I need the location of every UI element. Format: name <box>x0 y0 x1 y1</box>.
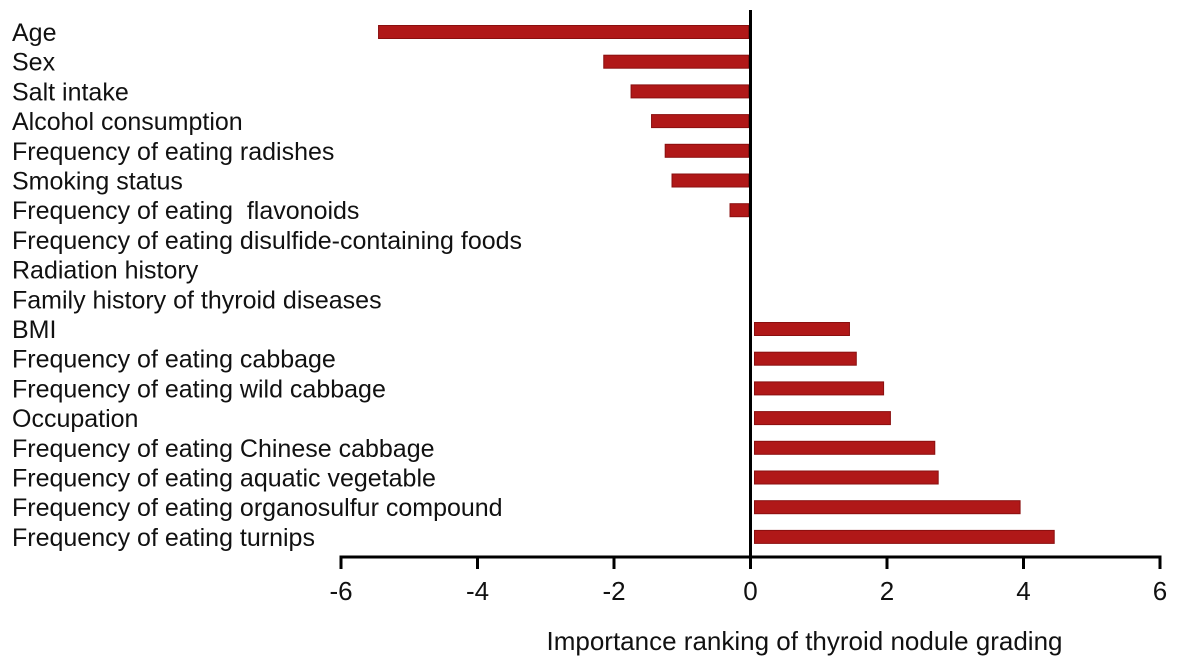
bar <box>754 500 1021 515</box>
category-label: Occupation <box>12 405 138 433</box>
bar <box>630 84 749 99</box>
category-label: Age <box>12 19 56 47</box>
category-label: Frequency of eating turnips <box>12 524 315 552</box>
category-label: Frequency of eating Chinese cabbage <box>12 435 435 463</box>
bar <box>378 25 749 39</box>
x-tick-label: 4 <box>1016 576 1030 606</box>
category-label: Radiation history <box>12 257 199 285</box>
x-tick-label: 0 <box>743 576 757 606</box>
x-tick-label: -4 <box>466 576 489 606</box>
bar <box>603 54 750 69</box>
category-label: Salt intake <box>12 78 129 106</box>
category-label: Frequency of eating aquatic vegetable <box>12 465 436 493</box>
bar <box>754 351 857 366</box>
category-label: Frequency of eating wild cabbage <box>12 375 386 403</box>
category-label: Frequency of eating disulfide-containing… <box>12 227 522 255</box>
category-label: Frequency of eating cabbage <box>12 346 336 374</box>
bar <box>754 322 850 336</box>
x-axis-title: Importance ranking of thyroid nodule gra… <box>547 626 1063 656</box>
bar <box>671 173 750 188</box>
category-label: Frequency of eating radishes <box>12 138 334 166</box>
x-tick-label: -6 <box>329 576 352 606</box>
bar <box>664 143 749 158</box>
bar <box>754 529 1055 544</box>
bar <box>754 381 885 396</box>
bar <box>754 440 936 455</box>
category-label: Smoking status <box>12 168 183 196</box>
category-label: Frequency of eating flavonoids <box>12 197 359 225</box>
x-axis-ticks: -6 -4 -2 0 2 4 6 <box>329 557 1167 606</box>
category-label: BMI <box>12 316 56 344</box>
x-tick-label: 6 <box>1153 576 1167 606</box>
x-tick-label: -2 <box>602 576 625 606</box>
bars <box>378 25 1055 544</box>
category-label: Sex <box>12 49 56 77</box>
bar <box>754 411 891 426</box>
category-label: Family history of thyroid diseases <box>12 286 382 314</box>
bar <box>729 203 750 218</box>
category-label: Frequency of eating organosulfur compoun… <box>12 494 503 522</box>
bar <box>651 114 749 129</box>
category-label: Alcohol consumption <box>12 108 243 136</box>
x-tick-label: 2 <box>880 576 894 606</box>
bar <box>754 470 939 485</box>
